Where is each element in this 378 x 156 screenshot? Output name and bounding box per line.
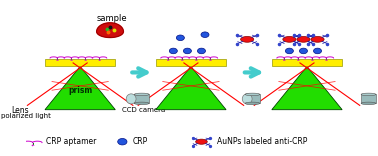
Ellipse shape [15, 94, 25, 104]
Circle shape [297, 37, 310, 42]
Bar [245, 94, 260, 103]
Ellipse shape [361, 93, 376, 96]
Ellipse shape [201, 32, 209, 37]
Text: CCD camera: CCD camera [122, 107, 165, 113]
Bar [361, 94, 376, 103]
Text: polarized light: polarized light [1, 113, 51, 119]
Bar [156, 59, 226, 66]
Ellipse shape [134, 93, 149, 96]
Ellipse shape [169, 48, 177, 54]
Bar [272, 59, 342, 66]
Ellipse shape [177, 35, 184, 41]
Ellipse shape [183, 48, 191, 54]
Text: prism: prism [68, 86, 92, 95]
Text: AuNPs labeled anti-CRP: AuNPs labeled anti-CRP [217, 137, 308, 146]
Ellipse shape [197, 48, 206, 54]
Circle shape [283, 37, 296, 42]
Ellipse shape [245, 93, 260, 96]
Ellipse shape [134, 102, 149, 105]
Circle shape [311, 37, 324, 42]
Ellipse shape [242, 94, 252, 104]
Ellipse shape [118, 139, 127, 145]
Polygon shape [45, 66, 115, 110]
Ellipse shape [361, 102, 376, 105]
Polygon shape [156, 66, 226, 110]
Bar [45, 59, 115, 66]
Polygon shape [272, 66, 342, 110]
Ellipse shape [245, 102, 260, 105]
Text: Lens: Lens [12, 106, 29, 115]
Ellipse shape [285, 48, 293, 54]
Text: CRP aptamer: CRP aptamer [46, 137, 96, 146]
Ellipse shape [313, 48, 322, 54]
Text: sample: sample [96, 14, 127, 23]
Bar [134, 94, 149, 103]
Ellipse shape [126, 94, 136, 104]
Ellipse shape [299, 48, 307, 54]
Text: CRP: CRP [133, 137, 148, 146]
Circle shape [241, 37, 254, 42]
Polygon shape [97, 23, 123, 37]
Circle shape [196, 139, 207, 144]
